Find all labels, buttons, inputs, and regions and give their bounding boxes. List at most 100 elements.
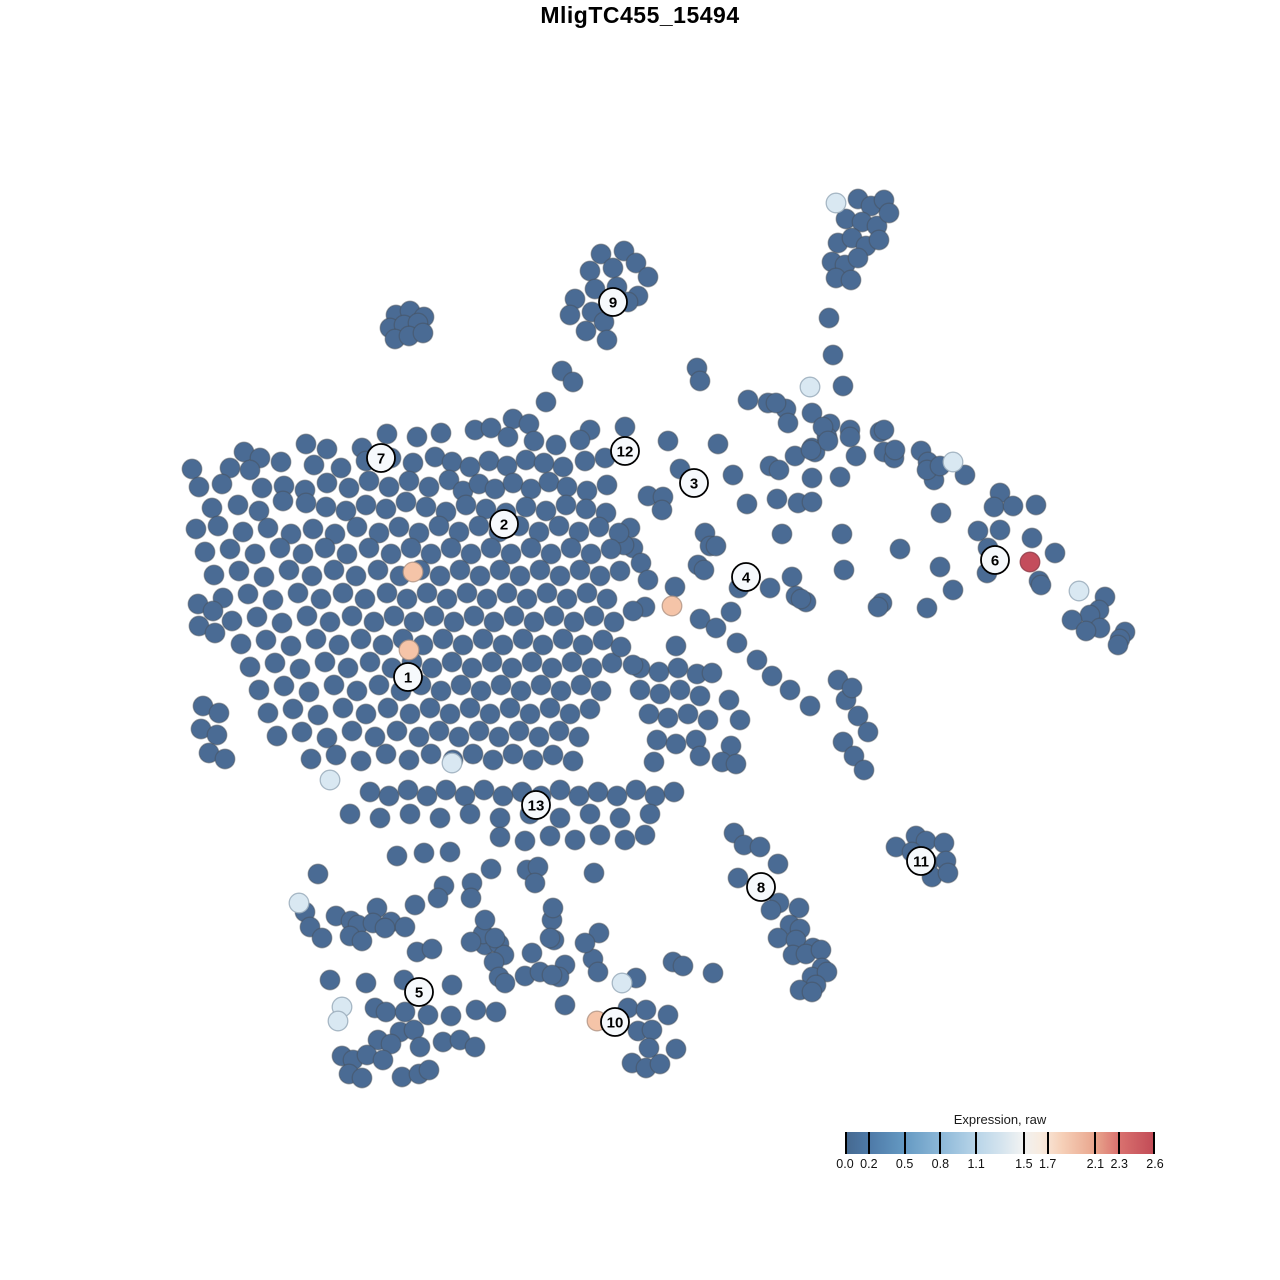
scatter-point xyxy=(942,579,964,601)
scatter-point xyxy=(840,269,862,291)
scatter-point xyxy=(989,519,1011,541)
legend-tick xyxy=(1153,1132,1155,1154)
scatter-point xyxy=(622,654,644,676)
scatter-point xyxy=(289,658,311,680)
scatter-point xyxy=(868,229,890,251)
scatter-point xyxy=(539,697,561,719)
scatter-point xyxy=(562,371,584,393)
scatter-point xyxy=(358,470,380,492)
legend-title: Expression, raw xyxy=(953,1112,1047,1127)
scatter-point xyxy=(590,243,612,265)
scatter-point xyxy=(825,192,847,214)
scatter-point xyxy=(262,589,284,611)
scatter-point xyxy=(542,744,564,766)
scatter-point xyxy=(701,662,723,684)
scatter-point xyxy=(832,375,854,397)
scatter-point xyxy=(355,703,377,725)
scatter-point xyxy=(644,785,666,807)
scatter-point xyxy=(337,657,359,679)
scatter-point xyxy=(1107,634,1129,656)
cluster-label: 13 xyxy=(521,790,551,820)
scatter-point xyxy=(556,588,578,610)
scatter-point xyxy=(472,628,494,650)
scatter-point xyxy=(729,709,751,731)
scatter-point xyxy=(368,674,390,696)
cluster-label: 9 xyxy=(598,287,628,317)
cluster-label-circle xyxy=(679,468,709,498)
scatter-point xyxy=(496,582,518,604)
scatter-point xyxy=(651,499,673,521)
scatter-point xyxy=(452,634,474,656)
scatter-point xyxy=(409,1036,431,1058)
scatter-point xyxy=(555,494,577,516)
scatter-point xyxy=(639,803,661,825)
scatter-point xyxy=(853,759,875,781)
scatter-point xyxy=(316,472,338,494)
scatter-point xyxy=(270,451,292,473)
scatter-point xyxy=(637,266,659,288)
scatter-point xyxy=(449,559,471,581)
scatter-point xyxy=(705,535,727,557)
scatter-point xyxy=(358,537,380,559)
scatter-point xyxy=(508,720,530,742)
scatter-point xyxy=(502,743,524,765)
scatter-point xyxy=(380,543,402,565)
scatter-point xyxy=(430,680,452,702)
scatter-point xyxy=(430,422,452,444)
scatter-point xyxy=(559,304,581,326)
scatter-point xyxy=(601,652,623,674)
scatter-point xyxy=(800,439,822,461)
scatter-point xyxy=(287,582,309,604)
scatter-point xyxy=(464,1036,486,1058)
scatter-point xyxy=(416,785,438,807)
scatter-point xyxy=(581,657,603,679)
scatter-point xyxy=(596,329,618,351)
scatter-point xyxy=(580,543,602,565)
scatter-point xyxy=(214,748,236,770)
scatter-point xyxy=(570,674,592,696)
legend-tick-labels: 0.0 0.2 0.5 0.8 1.1 1.5 1.7 2.1 2.3 2.6 xyxy=(836,1157,1163,1173)
scatter-point xyxy=(801,491,823,513)
legend-tick-label: 0.5 xyxy=(895,1157,914,1171)
scatter-point xyxy=(468,515,490,537)
scatter-point xyxy=(554,994,576,1016)
cluster-label-circle xyxy=(366,443,396,473)
scatter-point xyxy=(657,430,679,452)
scatter-point xyxy=(301,565,323,587)
scatter-point xyxy=(1025,494,1047,516)
scatter-point xyxy=(661,595,683,617)
scatter-point xyxy=(480,858,502,880)
scatter-point xyxy=(614,829,636,851)
legend-tick xyxy=(867,1132,870,1154)
scatter-point xyxy=(339,803,361,825)
scatter-point xyxy=(406,426,428,448)
scatter-point xyxy=(489,807,511,829)
legend-tick xyxy=(1046,1132,1049,1154)
page-title: MligTC455_15494 xyxy=(540,2,740,28)
scatter-point xyxy=(282,698,304,720)
scatter-point xyxy=(549,565,571,587)
scatter-point xyxy=(503,605,525,627)
scatter-point xyxy=(884,439,906,461)
scatter-point xyxy=(665,733,687,755)
scatter-point xyxy=(609,807,631,829)
scatter-point xyxy=(657,707,679,729)
scatter-point xyxy=(428,515,450,537)
scatter-point xyxy=(336,543,358,565)
scatter-point xyxy=(867,596,889,618)
scatter-point xyxy=(937,862,959,884)
scatter-point xyxy=(533,452,555,474)
scatter-point xyxy=(443,611,465,633)
scatter-point xyxy=(520,537,542,559)
scatter-point xyxy=(822,344,844,366)
legend-tick-label: 0.2 xyxy=(860,1157,878,1171)
scatter-point xyxy=(857,721,879,743)
scatter-point xyxy=(375,743,397,765)
scatter-point xyxy=(564,829,586,851)
scatter-point xyxy=(346,516,368,538)
scatter-point xyxy=(432,628,454,650)
scatter-point xyxy=(759,577,781,599)
scatter-point xyxy=(545,434,567,456)
cluster-label: 11 xyxy=(906,846,936,876)
